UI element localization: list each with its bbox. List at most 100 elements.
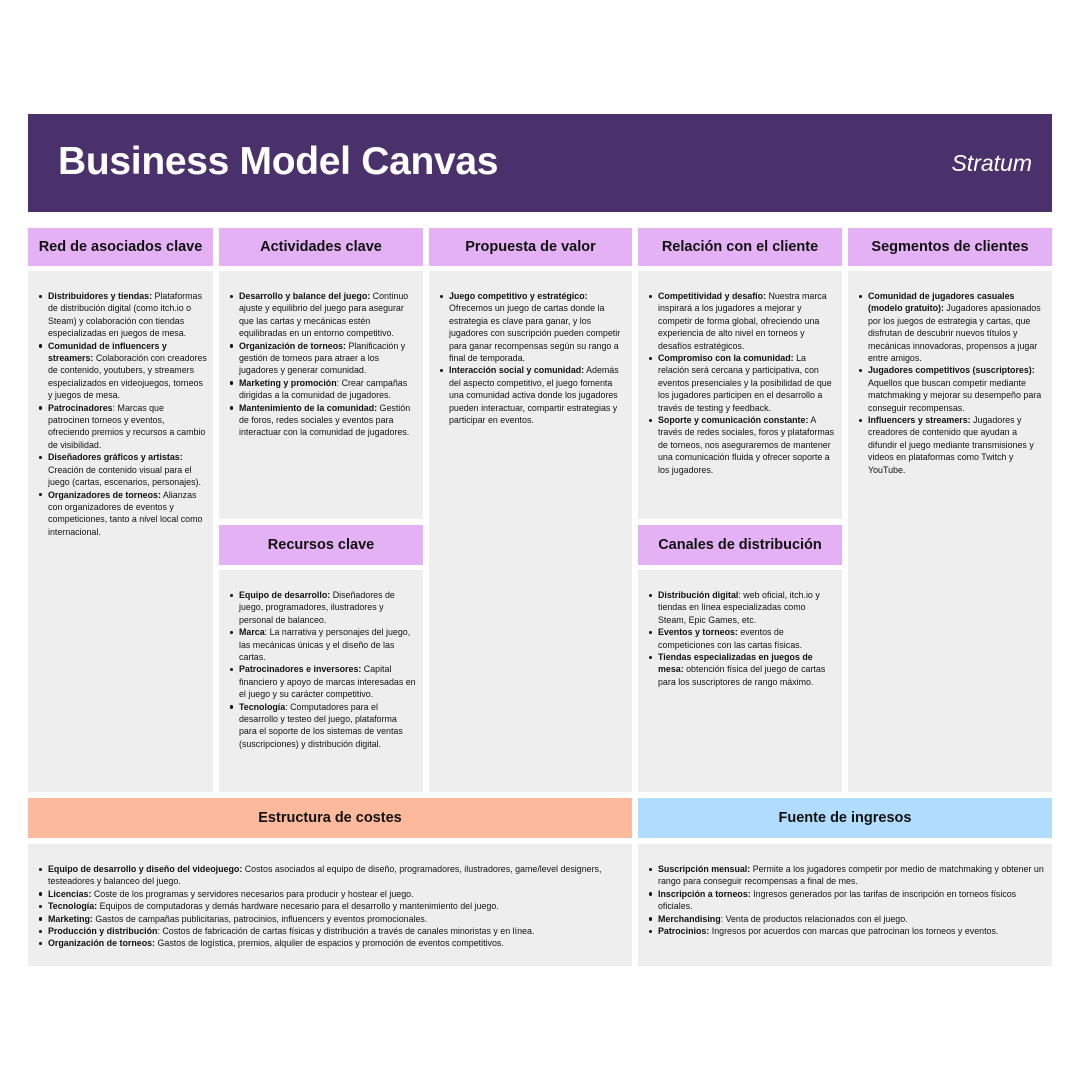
item-text: Planificación y gestión de torneos para … (239, 340, 406, 376)
item-text: Plataformas de distribución digital (com… (48, 291, 202, 339)
item-text: Permite a los jugadores competir por med… (658, 864, 1044, 887)
item-label: Equipo de desarrollo y diseño del videoj… (48, 864, 243, 874)
item-text: Costos asociados al equipo de diseño, pr… (48, 864, 602, 887)
list-item: Diseñadores gráficos y artistas: Creació… (39, 451, 207, 488)
item-label: Marketing: (48, 913, 93, 924)
item-text: eventos de competiciones con las cartas … (658, 627, 803, 650)
customer-segments-header: Segmentos de clientes (848, 228, 1052, 266)
list-item: Influencers y streamers: Jugadores y cre… (859, 414, 1046, 476)
item-text: obtención física del juego de cartas par… (658, 664, 826, 687)
key-activities-list: Desarrollo y balance del juego: Continuo… (219, 290, 417, 439)
list-item: Comunidad de jugadores casuales (modelo … (859, 290, 1046, 364)
list-item: Marca: La narrativa y personajes del jue… (230, 626, 417, 663)
item-label: Soporte y comunicación constante: (658, 415, 809, 426)
item-label: Patrocinadores (48, 402, 113, 413)
item-text: Además del aspecto competitivo, el juego… (449, 365, 619, 426)
revenue-streams-header: Fuente de ingresos (638, 798, 1052, 838)
value-proposition-title: Propuesta de valor (465, 239, 596, 255)
list-item: Compromiso con la comunidad: La relación… (649, 352, 836, 414)
item-label: Suscripción mensual: (658, 864, 751, 874)
cost-structure-list: Equipo de desarrollo y diseño del videoj… (28, 863, 626, 950)
list-item: Organización de torneos: Gastos de logís… (39, 937, 626, 949)
key-resources-header: Recursos clave (219, 525, 423, 565)
item-text: : Venta de productos relacionados con el… (720, 913, 908, 924)
item-label: Tecnología: (48, 901, 98, 912)
list-item: Patrocinios: Ingresos por acuerdos con m… (649, 925, 1046, 937)
item-text: Continuo ajuste y equilibrio del juego p… (239, 291, 409, 339)
item-label: Competitividad y desafío: (658, 291, 766, 301)
item-label: Comunidad de jugadores casuales (modelo … (868, 291, 1015, 314)
item-label: Comunidad de influencers y streamers: (48, 340, 167, 364)
customer-segments-title: Segmentos de clientes (871, 239, 1029, 255)
cost-structure-title: Estructura de costes (258, 810, 402, 826)
item-label: Patrocinadores e inversores: (239, 664, 362, 675)
list-item: Desarrollo y balance del juego: Continuo… (230, 290, 417, 340)
list-item: Licencias: Coste de los programas y serv… (39, 888, 626, 900)
item-text: Diseñadores de juego, programadores, ilu… (239, 590, 395, 625)
item-text: Nuestra marca inspirará a los jugadores … (658, 291, 827, 351)
brand-name: Stratum (951, 150, 1032, 176)
item-label: Desarrollo y balance del juego: (239, 291, 371, 301)
item-text: Gastos de logística, premios, alquiler d… (155, 938, 504, 949)
list-item: Soporte y comunicación constante: A trav… (649, 414, 836, 476)
key-partners-header: Red de asociados clave (28, 228, 213, 266)
page-title: Business Model Canvas (58, 140, 499, 183)
key-partners-list: Distribuidores y tiendas: Plataformas de… (28, 290, 207, 538)
item-label: Jugadores competitivos (suscriptores): (868, 365, 1035, 376)
item-text: Ingresos por acuerdos con marcas que pat… (709, 926, 999, 937)
list-item: Interacción social y comunidad: Además d… (440, 364, 626, 426)
item-text: Ingresos generados por las tarifas de in… (658, 888, 1017, 912)
list-item: Tecnología: Computadores para el desarro… (230, 701, 417, 751)
item-label: Organización de torneos: (239, 340, 347, 351)
cost-structure-panel: Equipo de desarrollo y diseño del videoj… (28, 844, 632, 966)
list-item: Merchandising: Venta de productos relaci… (649, 913, 1046, 925)
item-label: Interacción social y comunidad: (449, 365, 585, 376)
list-item: Marketing: Gastos de campañas publicitar… (39, 913, 626, 925)
cost-structure-header: Estructura de costes (28, 798, 632, 838)
item-text: Gastos de campañas publicitarias, patroc… (92, 913, 428, 924)
list-item: Jugadores competitivos (suscriptores): A… (859, 364, 1046, 414)
item-label: Licencias: (48, 888, 92, 899)
item-text: La relación será cercana y participativa… (658, 353, 832, 413)
list-item: Marketing y promoción: Crear campañas di… (230, 377, 417, 402)
key-resources-panel: Equipo de desarrollo: Diseñadores de jue… (219, 570, 423, 792)
value-proposition-list: Juego competitivo y estratégico: Ofrecem… (429, 290, 626, 426)
item-label: Organización de torneos: (48, 938, 156, 949)
list-item: Tecnología: Equipos de computadoras y de… (39, 900, 626, 912)
item-label: Marca (239, 627, 265, 638)
item-text: : La narrativa y personajes del juego, l… (239, 627, 411, 663)
item-label: Producción y distribución (48, 926, 158, 937)
channels-panel: Distribución digital: web oficial, itch.… (638, 570, 842, 792)
customer-relationships-header: Relación con el cliente (638, 228, 842, 266)
list-item: Patrocinadores e inversores: Capital fin… (230, 663, 417, 700)
revenue-streams-panel: Suscripción mensual: Permite a los jugad… (638, 844, 1052, 966)
item-text: Capital financiero y apoyo de marcas int… (239, 664, 416, 700)
canvas-header: Business Model Canvas Stratum (28, 114, 1052, 212)
list-item: Tiendas especializadas en juegos de mesa… (649, 651, 836, 688)
key-resources-list: Equipo de desarrollo: Diseñadores de jue… (219, 589, 417, 750)
list-item: Mantenimiento de la comunidad: Gestión d… (230, 402, 417, 439)
item-label: Patrocinios: (658, 926, 710, 937)
item-text: Colaboración con creadores de contenido,… (48, 353, 207, 401)
item-text: : Costos de fabricación de cartas física… (157, 926, 535, 937)
key-activities-panel: Desarrollo y balance del juego: Continuo… (219, 271, 423, 519)
customer-relationships-title: Relación con el cliente (661, 239, 819, 255)
key-partners-panel: Distribuidores y tiendas: Plataformas de… (28, 271, 213, 792)
item-text: Creación de contenido visual para el jue… (48, 464, 201, 488)
item-label: Tiendas especializadas en juegos de mesa… (658, 652, 813, 675)
value-proposition-panel: Juego competitivo y estratégico: Ofrecem… (429, 271, 632, 792)
item-text: Equipos de computadoras y demás hardware… (97, 901, 499, 912)
item-text: Jugadores apasionados por los juegos de … (868, 303, 1041, 364)
key-activities-title: Actividades clave (260, 239, 382, 255)
item-text: Ofrecemos un juego de cartas donde la es… (449, 303, 621, 364)
item-text: : Computadores para el desarrollo y test… (239, 701, 403, 749)
item-text: A través de redes sociales, foros y plat… (658, 415, 835, 475)
revenue-streams-title: Fuente de ingresos (778, 810, 912, 826)
list-item: Equipo de desarrollo: Diseñadores de jue… (230, 589, 417, 626)
key-activities-header: Actividades clave (219, 228, 423, 266)
item-label: Organizadores de torneos: (48, 489, 161, 500)
item-text: : Crear campañas dirigidas a la comunida… (239, 377, 408, 401)
list-item: Producción y distribución: Costos de fab… (39, 925, 626, 937)
list-item: Comunidad de influencers y streamers: Co… (39, 340, 207, 402)
list-item: Organizadores de torneos: Alianzas con o… (39, 489, 207, 539)
